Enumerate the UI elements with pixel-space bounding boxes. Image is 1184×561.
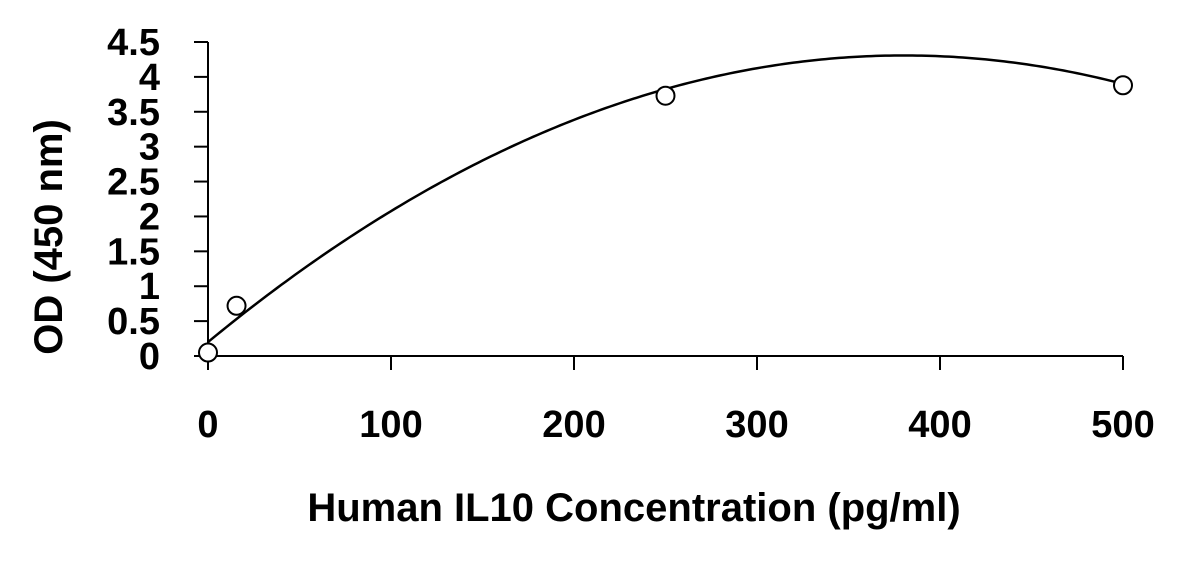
y-tick-label: 0: [139, 336, 160, 378]
data-point: [1113, 75, 1133, 96]
y-tick-label: 0.5: [107, 301, 160, 343]
y-axis-title: OD (450 nm): [27, 119, 71, 355]
y-tick-label: 2: [139, 196, 160, 238]
x-tick-label: 500: [1091, 404, 1154, 446]
data-point: [655, 85, 676, 106]
data-point: [198, 342, 218, 363]
y-tick-label: 2.5: [107, 162, 160, 204]
x-tick-label: 0: [197, 404, 218, 446]
x-tick-label: 300: [725, 404, 788, 446]
x-tick-label: 100: [359, 404, 422, 446]
x-tick-label: 200: [542, 404, 605, 446]
x-axis-title: Human IL10 Concentration (pg/ml): [307, 486, 960, 530]
y-tick-label: 4.5: [107, 22, 160, 64]
y-tick-label: 3: [139, 127, 160, 169]
y-tick-label: 1: [139, 266, 160, 308]
axes: 00.511.522.533.544.50 100 200 300 400 500: [107, 22, 1155, 446]
data-marks: [198, 75, 1133, 363]
data-point: [226, 295, 247, 316]
y-tick-label: 4: [139, 57, 160, 99]
y-tick-label: 1.5: [107, 231, 160, 273]
y-tick-label: 3.5: [107, 92, 160, 134]
x-tick-label: 400: [908, 404, 971, 446]
